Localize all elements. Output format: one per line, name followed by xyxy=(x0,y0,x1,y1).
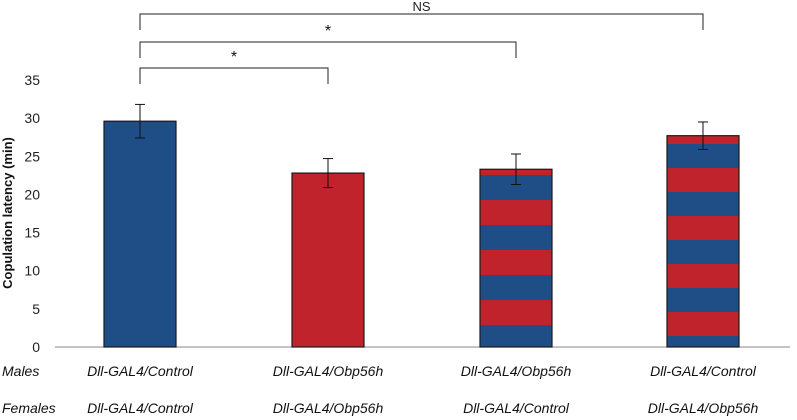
y-tick-label: 20 xyxy=(24,186,40,202)
error-bars xyxy=(135,103,708,189)
error-bar-3 xyxy=(511,153,521,186)
bars xyxy=(103,120,740,348)
bar-1 xyxy=(103,120,177,348)
bar-2 xyxy=(291,172,365,348)
y-tick-label: 0 xyxy=(32,339,40,355)
significance-label-1: * xyxy=(231,49,237,66)
female-genotype-label-2: Dll-GAL4/Obp56h xyxy=(272,400,384,416)
error-bar-4 xyxy=(698,121,708,150)
significance-bracket-1: * xyxy=(139,49,329,84)
female-genotype-label-4: Dll-GAL4/Obp56h xyxy=(647,400,759,416)
male-genotype-label-1: Dll-GAL4/Control xyxy=(87,363,193,379)
error-bar-2 xyxy=(323,158,333,189)
bar-4 xyxy=(666,135,740,348)
male-genotype-label-3: Dll-GAL4/Obp56h xyxy=(460,363,572,379)
significance-bracket-3: NS xyxy=(139,0,704,30)
bar-3 xyxy=(479,168,553,348)
y-tick-label: 5 xyxy=(32,301,40,317)
males-row-label: Males xyxy=(2,363,40,379)
significance-label-2: * xyxy=(325,23,331,40)
y-tick-label: 30 xyxy=(24,110,40,126)
male-genotype-label-2: Dll-GAL4/Obp56h xyxy=(272,363,384,379)
y-axis-label: Copulation latency (min) xyxy=(0,137,15,289)
significance-label-3: NS xyxy=(412,0,430,14)
y-tick-label: 10 xyxy=(24,263,40,279)
y-tick-label: 15 xyxy=(24,225,40,241)
error-bar-1 xyxy=(135,103,145,139)
y-tick-label: 25 xyxy=(24,148,40,164)
y-tick-label: 35 xyxy=(24,72,40,88)
significance-brackets: * * NS xyxy=(139,0,704,84)
male-genotype-label-4: Dll-GAL4/Control xyxy=(650,363,756,379)
females-row-label: Females xyxy=(2,400,56,416)
female-genotype-label-3: Dll-GAL4/Control xyxy=(463,400,569,416)
female-genotype-label-1: Dll-GAL4/Control xyxy=(87,400,193,416)
significance-bracket-2: * xyxy=(139,23,517,58)
